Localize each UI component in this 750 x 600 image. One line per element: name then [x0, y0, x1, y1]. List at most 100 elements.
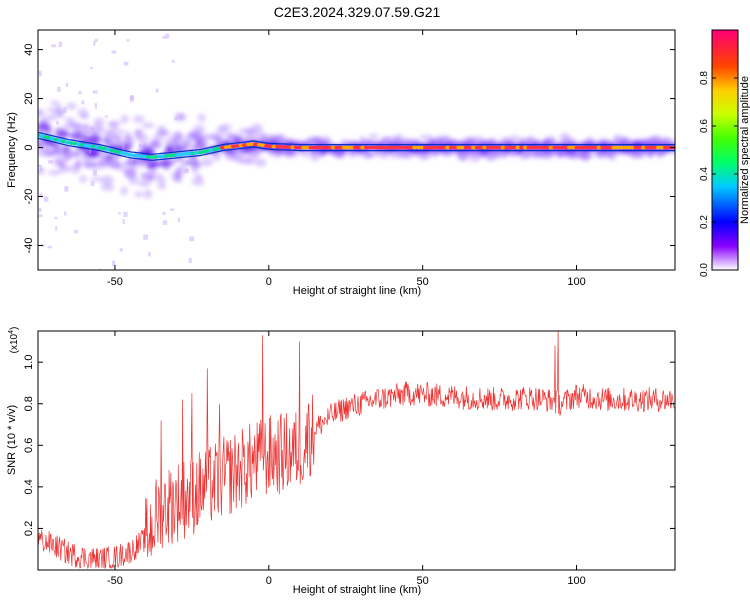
- snr-y-multiplier: (x104): [8, 327, 20, 354]
- spectrogram-haze-blob: [137, 133, 149, 143]
- spectrogram-noise-speck: [44, 196, 49, 202]
- spectrogram-haze-blob: [199, 157, 214, 167]
- spectrogram-noise-speck: [126, 38, 130, 42]
- spectrogram-noise-speck: [147, 252, 151, 257]
- spectrogram-noise-speck: [64, 186, 69, 192]
- spectrogram-haze-blob: [244, 134, 258, 142]
- spectrogram-noise-speck: [90, 181, 95, 187]
- spectrogram-haze-blob: [38, 166, 45, 176]
- spectrogram-haze-blob: [91, 125, 102, 136]
- spectrogram-haze-blob: [335, 148, 346, 159]
- spectrogram-haze-blob: [173, 137, 187, 144]
- spectrogram-haze-blob: [379, 152, 389, 159]
- spectrogram-haze-blob: [38, 151, 44, 157]
- spectrogram-noise-speck: [92, 90, 98, 94]
- spectrogram-haze-blob: [64, 146, 73, 152]
- snr-panel: -50 0 50 100 0.2 0.4 0.6 0.8 1.0 Height of stra…: [6, 327, 676, 596]
- spectrogram-haze-blob: [90, 152, 102, 158]
- spectrogram-haze-blob: [126, 164, 139, 171]
- spectrogram-haze-blob: [74, 160, 83, 169]
- spectrogram-noise-speck: [38, 164, 42, 168]
- spectrogram-noise-speck: [189, 236, 195, 242]
- spectrogram-haze-blob: [90, 176, 103, 182]
- spectrogram-haze-blob: [100, 158, 110, 163]
- spectrogram-haze-blob: [98, 160, 109, 169]
- spectrogram-noise-speck: [39, 192, 43, 197]
- spectrogram-haze-blob: [44, 114, 58, 121]
- spectrogram-haze-blob: [124, 134, 133, 141]
- spectrogram-haze-blob: [142, 122, 154, 129]
- spectrogram-haze-blob: [517, 137, 525, 143]
- spectrogram-haze-blob: [206, 132, 220, 141]
- spectrogram-noise-speck: [155, 88, 159, 93]
- spectrogram-noise-speck: [94, 38, 98, 42]
- spectrogram-noise-speck: [38, 70, 42, 77]
- spectrogram-haze-blob: [224, 152, 236, 161]
- colorbar-tick-label: 0.6: [699, 119, 710, 133]
- spectrogram-noise-speck: [56, 121, 59, 125]
- spectrogram-haze-blob: [197, 113, 206, 123]
- spectrogram-haze-blob: [51, 145, 62, 156]
- spectrogram-noise-speck: [90, 66, 93, 70]
- spectrogram-haze-blob: [189, 129, 201, 139]
- spectrogram-haze-blob: [137, 180, 151, 187]
- svg-text:(x104): (x104): [8, 327, 20, 354]
- spectrogram-haze-blob: [441, 135, 450, 145]
- spectrogram-noise-speck: [188, 160, 194, 163]
- spectrogram-haze-blob: [81, 156, 92, 163]
- x-tick-label: 100: [567, 276, 585, 288]
- spectrogram-haze-blob: [57, 109, 64, 119]
- x-tick-label: 50: [417, 575, 429, 587]
- spectrogram-haze-blob: [146, 175, 156, 183]
- spectrogram-band-edge: [38, 137, 675, 161]
- x-tick-label: 0: [266, 276, 272, 288]
- spectrogram-heatmap: [38, 33, 675, 270]
- spectrogram-haze-blob: [69, 133, 80, 142]
- colorbar-tick-label: 0.2: [699, 215, 710, 229]
- spectrogram-noise-speck: [184, 168, 189, 174]
- spectrogram-haze-blob: [365, 150, 373, 158]
- spectrogram-noise-speck: [123, 211, 128, 217]
- spectrogram-haze-blob: [422, 140, 433, 147]
- spectrogram-haze-blob: [193, 124, 205, 132]
- x-tick-label: -50: [107, 276, 123, 288]
- spectrogram-noise-speck: [64, 211, 67, 216]
- spectrogram-haze-blob: [306, 136, 320, 143]
- spectrogram-noise-speck: [47, 245, 52, 249]
- spectrogram-haze-blob: [499, 137, 510, 146]
- spectrogram-haze-blob: [596, 149, 603, 158]
- spectrogram-haze-blob: [368, 133, 380, 139]
- snr-series-line: [38, 331, 675, 570]
- spectrogram-noise-speck: [65, 82, 69, 87]
- y-tick-label: 1.0: [23, 355, 35, 370]
- spectrogram-haze-blob: [191, 177, 205, 186]
- spectrogram-noise-speck: [171, 59, 175, 63]
- spectrogram-noise-speck: [57, 86, 61, 92]
- spectrogram-noise-speck: [165, 33, 170, 39]
- spectrogram-haze-blob: [64, 117, 76, 123]
- spectrogram-haze-blob: [310, 152, 320, 162]
- spectrogram-haze-blob: [81, 114, 90, 119]
- spectrogram-noise-speck: [93, 40, 96, 46]
- spectrogram-noise-speck: [112, 260, 116, 267]
- spectrogram-haze-blob: [628, 148, 639, 159]
- spectrogram-noise-speck: [139, 144, 142, 149]
- snr-x-label: Height of straight line (km): [293, 584, 421, 596]
- spectrogram-haze-blob: [429, 149, 439, 156]
- spectrogram-haze-blob: [255, 158, 267, 168]
- spectrogram-noise-speck: [105, 115, 108, 118]
- spectrogram-haze-blob: [50, 100, 58, 106]
- y-tick-label: 0: [23, 144, 35, 150]
- spectrogram-haze-blob: [319, 135, 331, 143]
- y-tick-label: -20: [23, 189, 35, 205]
- spectrogram-noise-speck: [88, 147, 92, 154]
- spectrogram-x-ticks: -50 0 50 100: [107, 30, 586, 288]
- spectrogram-haze-blob: [646, 148, 654, 159]
- spectrogram-haze-blob: [83, 162, 91, 168]
- spectrogram-haze-blob: [541, 150, 552, 158]
- spectrogram-haze-blob: [246, 129, 254, 135]
- spectrogram-haze-blob: [559, 133, 571, 142]
- spectrogram-haze-blob: [419, 153, 429, 161]
- y-tick-label: 0.4: [23, 479, 35, 494]
- y-tick-label: 20: [23, 92, 35, 104]
